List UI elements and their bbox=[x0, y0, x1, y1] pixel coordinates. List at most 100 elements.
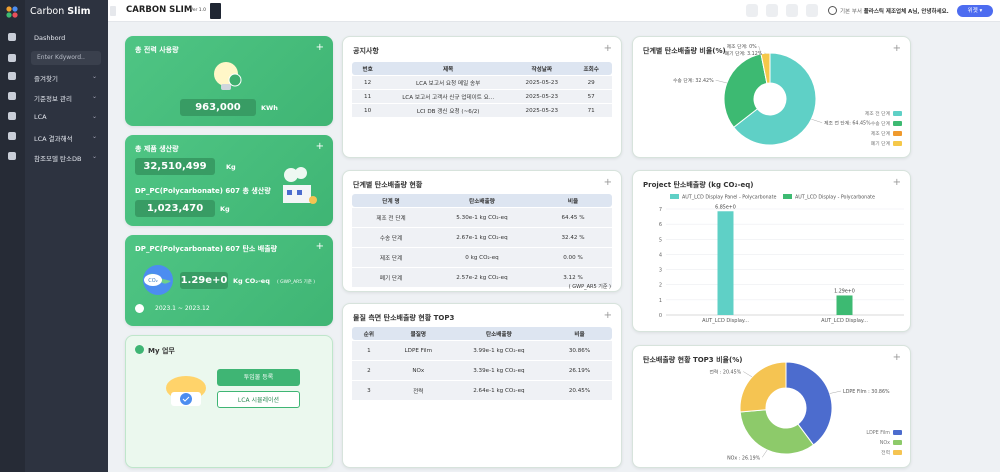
table-cell: 26.19% bbox=[568, 367, 591, 374]
column-header: 번호 bbox=[362, 66, 373, 73]
add-button[interactable]: + bbox=[315, 241, 324, 252]
table-cell: 3.99e-1 kg CO₂-eq bbox=[473, 347, 525, 354]
bulb-icon bbox=[214, 62, 242, 90]
add-button[interactable]: + bbox=[603, 310, 612, 321]
sidebar-rail bbox=[0, 0, 25, 472]
logo-bold: Slim bbox=[67, 6, 91, 17]
card-title: My 업무 bbox=[148, 347, 175, 355]
column-header: 비율 bbox=[574, 331, 585, 338]
production-unit: Kg bbox=[226, 163, 236, 171]
column-header: 물질명 bbox=[410, 331, 427, 338]
table-row: 2 NOx 3.39e-1 kg CO₂-eq 26.19% bbox=[352, 361, 612, 380]
app-title: CARBON SLIM bbox=[126, 5, 193, 15]
widget-button[interactable]: 위젯 ▾ bbox=[957, 5, 993, 17]
footnote: ( GWP_AR5 기준 ) bbox=[568, 284, 611, 290]
my-work-card: My 업무 투입물 등록 LCA 시뮬레이션 bbox=[125, 335, 333, 468]
logo-icon bbox=[6, 6, 18, 18]
home-icon[interactable] bbox=[8, 33, 16, 41]
add-button[interactable]: + bbox=[603, 177, 612, 188]
card-title: Project 탄소배출량 (kg CO₂-eq) bbox=[643, 181, 754, 189]
add-button[interactable]: + bbox=[892, 352, 901, 363]
column-header: 비율 bbox=[567, 198, 579, 205]
table-row: 제조 전 단계 5.30e-1 kg CO₂-eq 64.45 % bbox=[352, 208, 612, 227]
power-card: 총 전력 사용량 + 963,000 KWh bbox=[125, 36, 333, 126]
table-row: 폐기 단계 2.57e-2 kg CO₂-eq 3.12 % bbox=[352, 268, 612, 287]
table-row: 제조 단계 0 kg CO₂-eq 0.00 % bbox=[352, 248, 612, 267]
production-value: 32,510,499 bbox=[135, 158, 215, 175]
table-cell: 71 bbox=[587, 107, 595, 114]
column-header: 제목 bbox=[443, 66, 454, 73]
material-card: 물질 측면 탄소배출량 현황 TOP3 + 순위 물질명 탄소배출량 비율 1 LDPE … bbox=[342, 303, 622, 468]
table-cell: 32.42 % bbox=[561, 234, 585, 241]
app-version: Ver 1.0 bbox=[190, 8, 206, 13]
power-value: 963,000 bbox=[180, 99, 256, 116]
app-badge bbox=[210, 3, 221, 19]
add-button[interactable]: + bbox=[603, 43, 612, 54]
column-header: 탄소배출량 bbox=[469, 198, 495, 205]
table-row: 3 전력 2.64e-1 kg CO₂-eq 20.45% bbox=[352, 381, 612, 400]
table-cell: 3 bbox=[367, 387, 371, 394]
add-button[interactable]: + bbox=[315, 42, 324, 53]
table-cell: 1 bbox=[367, 347, 371, 354]
column-header: 순위 bbox=[363, 331, 375, 338]
greeting-text: 플라스틱 제조업체 A님, 안녕하세요. bbox=[863, 9, 949, 15]
factory-icon bbox=[283, 167, 317, 204]
collapse-button[interactable] bbox=[110, 6, 116, 16]
table-cell: 제조 전 단계 bbox=[376, 215, 406, 222]
sidebar: Carbon Slim Dashbord Enter Kdyword.. 즐겨찾… bbox=[0, 0, 108, 472]
table-cell: 폐기 단계 bbox=[379, 275, 403, 282]
add-button[interactable]: + bbox=[892, 177, 901, 188]
user-button[interactable] bbox=[766, 4, 778, 17]
menu-icon bbox=[8, 92, 16, 100]
search-icon[interactable] bbox=[8, 54, 16, 62]
product-title: DP_PC(Polycarbonate) 607 총 생산량 bbox=[135, 187, 271, 195]
column-header: 단계 명 bbox=[382, 198, 400, 205]
menu-icon bbox=[8, 152, 16, 160]
column-header: 작성날짜 bbox=[531, 66, 553, 73]
menu-icon bbox=[8, 132, 16, 140]
table-cell: 2.64e-1 kg CO₂-eq bbox=[473, 387, 525, 394]
search-input[interactable]: Enter Kdyword.. bbox=[31, 51, 101, 65]
alarm-button[interactable] bbox=[746, 4, 758, 17]
table-header: 번호 제목 작성날짜 조회수 bbox=[352, 62, 612, 75]
table-cell: LDPE Film bbox=[404, 347, 433, 354]
settings-button[interactable] bbox=[786, 4, 798, 17]
widget-label: 위젯 bbox=[967, 8, 978, 14]
menu-item[interactable]: 기준정보 관리 bbox=[34, 95, 72, 103]
table-cell: 수송 단계 bbox=[379, 235, 403, 242]
dashboard-link[interactable]: Dashbord bbox=[34, 34, 66, 42]
add-button[interactable]: + bbox=[315, 141, 324, 152]
table-cell: 12 bbox=[364, 79, 372, 86]
add-button[interactable]: + bbox=[892, 43, 901, 54]
table-header: 단계 명 탄소배출량 비율 bbox=[352, 194, 612, 207]
power-button[interactable] bbox=[806, 4, 818, 17]
card-title: 총 전력 사용량 bbox=[135, 46, 179, 54]
table-cell: 57 bbox=[587, 93, 595, 100]
table-cell: 20.45% bbox=[568, 387, 591, 394]
menu-item[interactable]: LCA bbox=[34, 113, 47, 121]
table-header: 순위 물질명 탄소배출량 비율 bbox=[352, 327, 612, 340]
menu-chevron: ⌄ bbox=[92, 73, 98, 80]
emission-basis: ( GWP_AR5 기준 ) bbox=[277, 280, 316, 285]
cloud-icon bbox=[166, 376, 206, 406]
card-title: 단계별 탄소배출량 현황 bbox=[353, 181, 423, 189]
table-cell: 2025-05-23 bbox=[525, 79, 559, 86]
menu-chevron: ⌄ bbox=[92, 93, 98, 100]
table-row: 10 LCI DB 갱신 요청 (~6/2) 2025-05-23 71 bbox=[352, 104, 612, 117]
table-cell: 29 bbox=[587, 79, 595, 86]
stage-ratio-card: 단계별 탄소배출량 비율(%) + bbox=[632, 36, 911, 158]
menu-item[interactable]: 즐겨찾기 bbox=[34, 75, 58, 83]
table-cell: 2.67e-1 kg CO₂-eq bbox=[456, 234, 508, 241]
menu-item[interactable]: 참조모델 탄소DB bbox=[34, 155, 82, 163]
menu-item[interactable]: LCA 결과해석 bbox=[34, 135, 73, 143]
lca-simulation-button[interactable]: LCA 시뮬레이션 bbox=[217, 391, 300, 408]
table-row: 1 LDPE Film 3.99e-1 kg CO₂-eq 30.86% bbox=[352, 341, 612, 360]
input-register-button[interactable]: 투입물 등록 bbox=[217, 369, 300, 386]
logo-text: Carbon Slim bbox=[30, 6, 91, 17]
table-cell: LCI DB 갱신 요청 (~6/2) bbox=[416, 108, 480, 115]
emission-value: 1.29e+0 bbox=[180, 272, 228, 289]
table-cell: 11 bbox=[364, 93, 372, 100]
table-cell: 5.30e-1 kg CO₂-eq bbox=[456, 214, 508, 221]
